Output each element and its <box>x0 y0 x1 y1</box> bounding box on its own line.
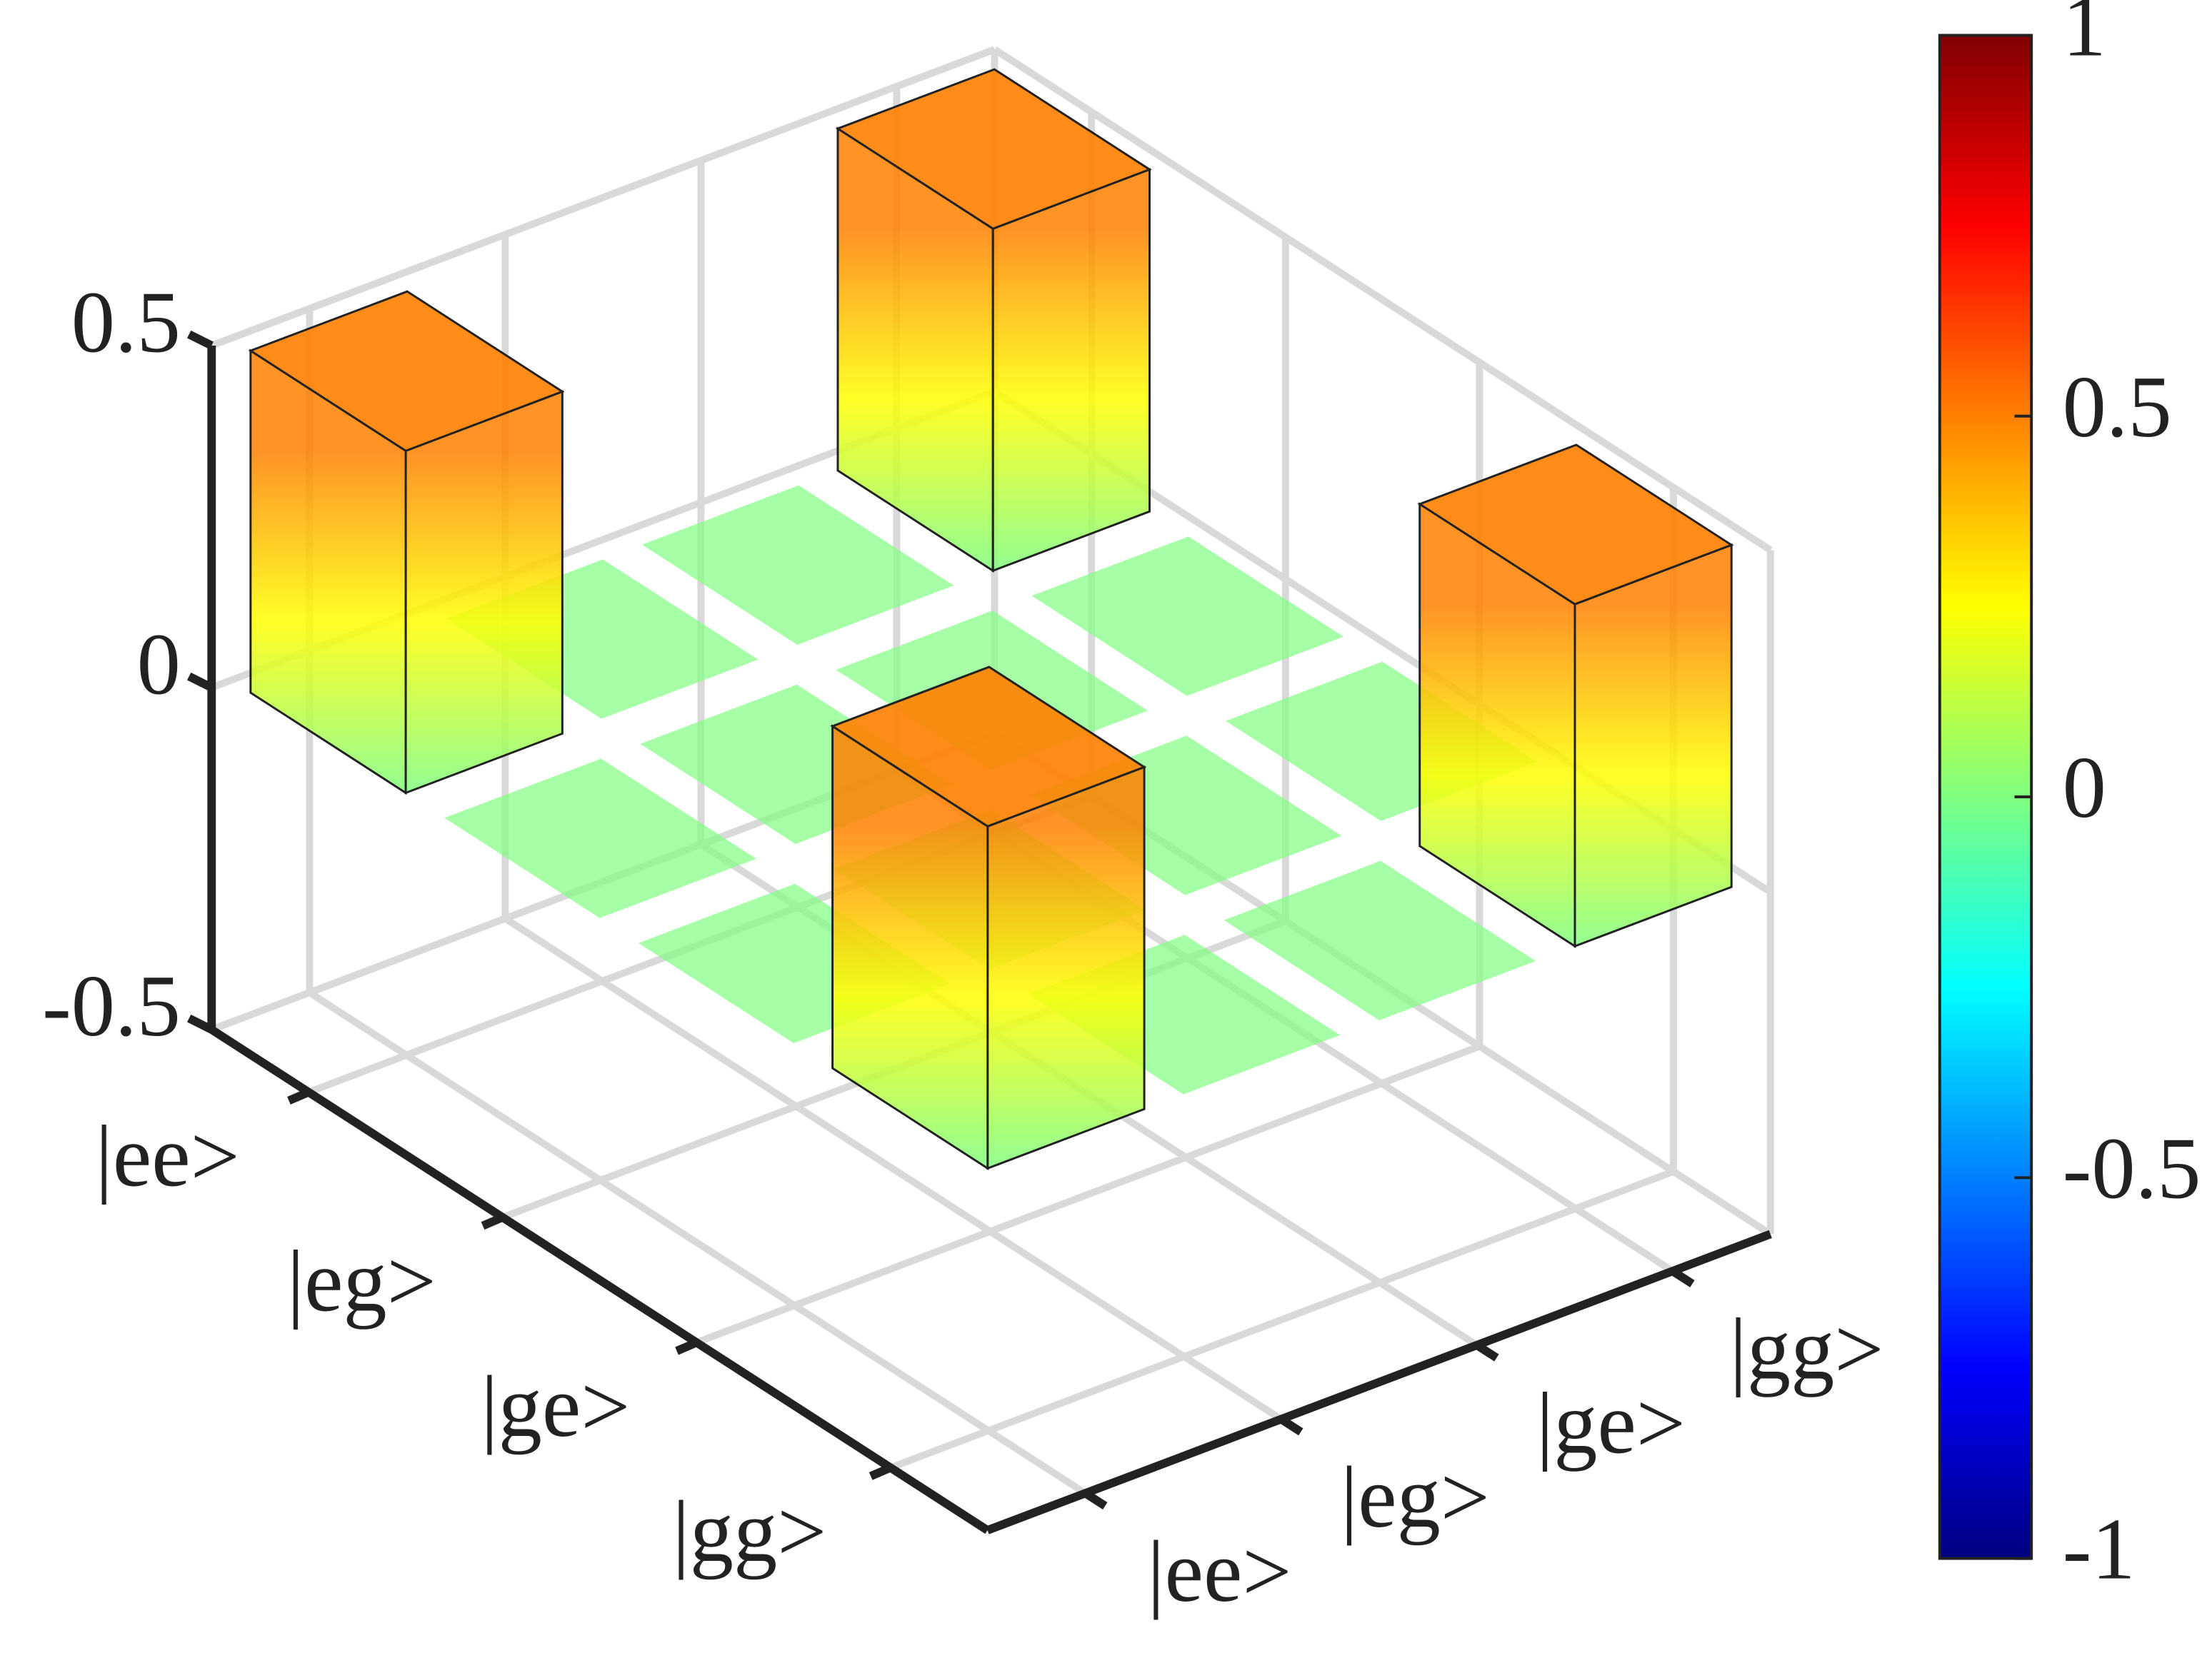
col-tick-label: |eg> <box>1341 1449 1490 1546</box>
grid-line <box>307 989 1088 1497</box>
bar-face <box>404 390 564 795</box>
row-tick-label: |eg> <box>287 1234 436 1330</box>
z-tick-label: -0.5 <box>42 958 181 1055</box>
bar-face <box>444 758 756 918</box>
grid-line <box>992 46 1773 553</box>
colorbar-tick-label: 0.5 <box>2063 359 2172 456</box>
grid-line <box>210 46 996 349</box>
bar <box>444 758 756 918</box>
bar <box>830 665 1147 1170</box>
col-tick-label: |gg> <box>1729 1302 1883 1398</box>
bar-face <box>1031 536 1344 696</box>
bar-face <box>830 665 1147 828</box>
col-tick-label: |ee> <box>1147 1524 1291 1620</box>
colorbar-tick-label: -0.5 <box>2063 1120 2201 1217</box>
col-tick <box>1670 1267 1695 1287</box>
row-tick-label: |ee> <box>95 1108 239 1205</box>
row-tick <box>481 1213 504 1230</box>
row-tick <box>287 1088 311 1105</box>
grid-line <box>889 1168 1675 1472</box>
bar-face <box>1223 860 1536 1020</box>
z-tick <box>187 672 214 692</box>
col-tick <box>1083 1489 1108 1510</box>
row-tick-label: |ge> <box>481 1359 630 1455</box>
z-tick <box>187 330 214 350</box>
col-axis <box>986 1230 1772 1534</box>
col-tick <box>1278 1415 1303 1436</box>
row-tick-label: |gg> <box>672 1484 826 1580</box>
bar-face <box>641 485 954 645</box>
z-tick-label: 0 <box>137 616 181 713</box>
grid-line <box>503 915 1283 1422</box>
bar <box>1031 536 1344 696</box>
row-tick <box>675 1338 699 1355</box>
row-tick <box>869 1463 893 1480</box>
bar <box>641 485 954 645</box>
grid-line <box>695 1042 1481 1346</box>
bar-face <box>248 290 565 453</box>
bar-face <box>835 68 1152 230</box>
z-tick-label: 0.5 <box>71 274 181 371</box>
bar <box>1223 860 1536 1020</box>
bar-face <box>991 168 1151 573</box>
row-axis <box>209 1025 990 1534</box>
colorbar-tick-label: 0 <box>2063 740 2106 836</box>
colorbar-tick-label: -1 <box>2063 1502 2136 1598</box>
bar <box>248 290 565 795</box>
bar-face <box>1417 443 1734 606</box>
bar-face <box>986 765 1146 1170</box>
bar-face <box>1573 543 1733 948</box>
col-tick <box>1474 1341 1499 1362</box>
bar <box>835 68 1152 573</box>
col-tick-label: |ge> <box>1536 1375 1686 1472</box>
z-tick <box>187 1014 214 1034</box>
bar <box>1417 443 1734 948</box>
colorbar-tick-label: 1 <box>2063 0 2106 75</box>
